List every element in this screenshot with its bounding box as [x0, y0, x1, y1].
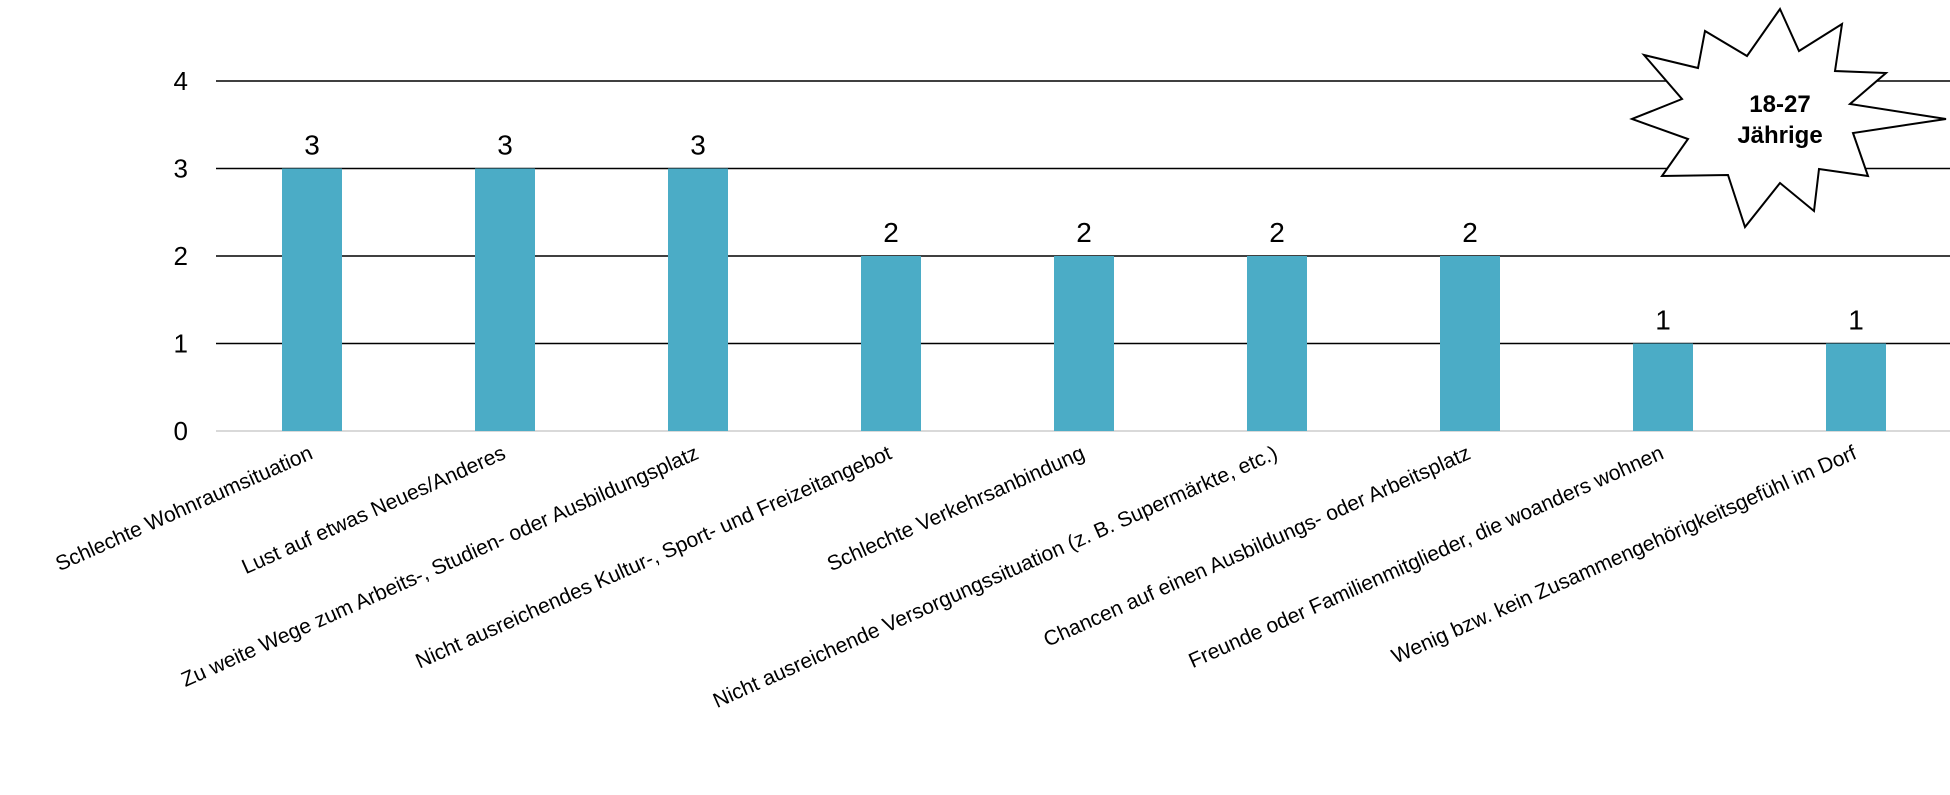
data-label: 1: [1655, 305, 1671, 336]
age-group-badge: 18-27 Jährige: [1629, 6, 1947, 230]
bar: [861, 256, 921, 431]
bar: [1826, 343, 1886, 431]
y-tick-label: 1: [174, 329, 188, 359]
badge-line-2: Jährige: [1737, 122, 1822, 149]
bar: [1247, 256, 1307, 431]
data-label: 1: [1848, 305, 1864, 336]
data-label: 3: [304, 130, 320, 161]
data-label: 2: [883, 217, 899, 248]
badge-line-1: 18-27: [1749, 91, 1810, 118]
data-labels: 3 3 3 2 2 2 2 1 1: [304, 130, 1864, 336]
bar: [475, 168, 535, 431]
starburst-shape: [1629, 6, 1947, 230]
y-tick-label: 0: [174, 416, 188, 446]
data-label: 2: [1269, 217, 1285, 248]
bars: [282, 168, 1886, 431]
y-axis-ticks: 0 1 2 3 4: [174, 66, 188, 446]
bar: [282, 168, 342, 431]
bar: [1633, 343, 1693, 431]
bar: [668, 168, 728, 431]
data-label: 2: [1076, 217, 1092, 248]
y-tick-label: 2: [174, 241, 188, 271]
data-label: 3: [497, 130, 513, 161]
data-label: 3: [690, 130, 706, 161]
bar: [1054, 256, 1114, 431]
y-tick-label: 4: [174, 66, 188, 96]
bar: [1440, 256, 1500, 431]
y-tick-label: 3: [174, 154, 188, 184]
data-label: 2: [1462, 217, 1478, 248]
